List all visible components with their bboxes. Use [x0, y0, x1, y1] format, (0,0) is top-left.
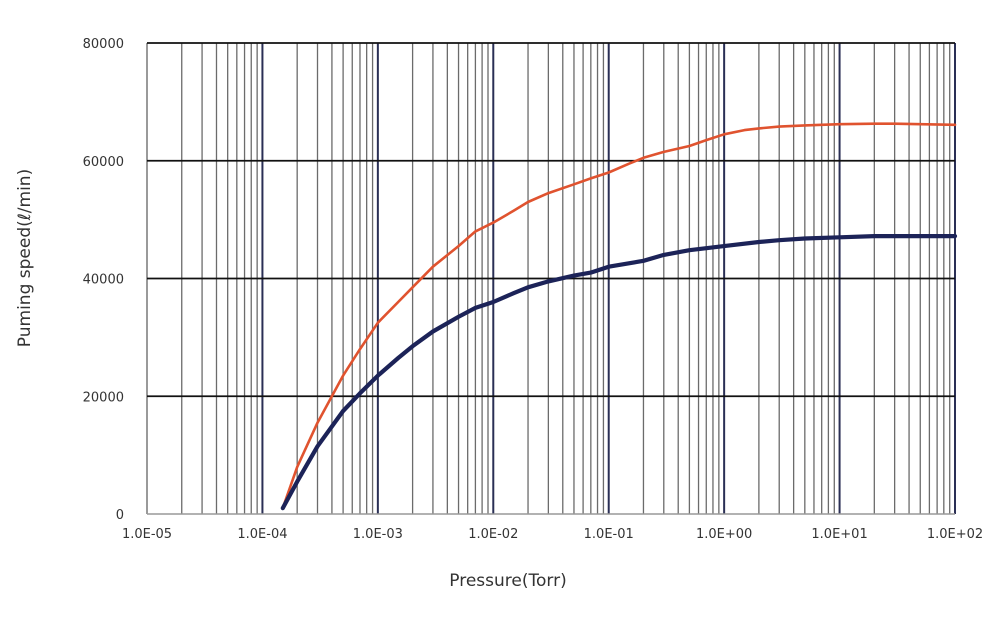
- x-tick-label: 1.0E-02: [468, 527, 518, 542]
- series-line-1: [281, 122, 957, 510]
- y-tick-label: 0: [116, 508, 124, 523]
- y-tick-label: 60000: [83, 155, 124, 170]
- x-tick-label: 1.0E-05: [122, 527, 172, 542]
- major-gridlines: [146, 42, 956, 515]
- series-lines: [280, 122, 958, 511]
- x-tick-label: 1.0E+00: [696, 527, 752, 542]
- x-tick-label: 1.0E+02: [927, 527, 983, 542]
- x-tick-label: 1.0E-04: [237, 527, 287, 542]
- y-tick-label: 80000: [83, 37, 124, 52]
- y-tick-label: 40000: [83, 273, 124, 288]
- y-axis-title: Puming speed(ℓ/min): [15, 169, 35, 347]
- x-tick-label: 1.0E+01: [811, 527, 867, 542]
- series-line-2: [280, 234, 958, 511]
- y-tick-label: 20000: [83, 390, 124, 405]
- x-tick-label: 1.0E-03: [353, 527, 403, 542]
- x-tick-labels: 1.0E-05 1.0E-04 1.0E-03 1.0E-02 1.0E-01 1.0E+…: [122, 527, 983, 542]
- x-tick-label: 1.0E-01: [584, 527, 634, 542]
- y-tick-labels: 0 20000 40000 60000 80000: [83, 37, 124, 523]
- x-axis-title: Pressure(Torr): [449, 571, 566, 591]
